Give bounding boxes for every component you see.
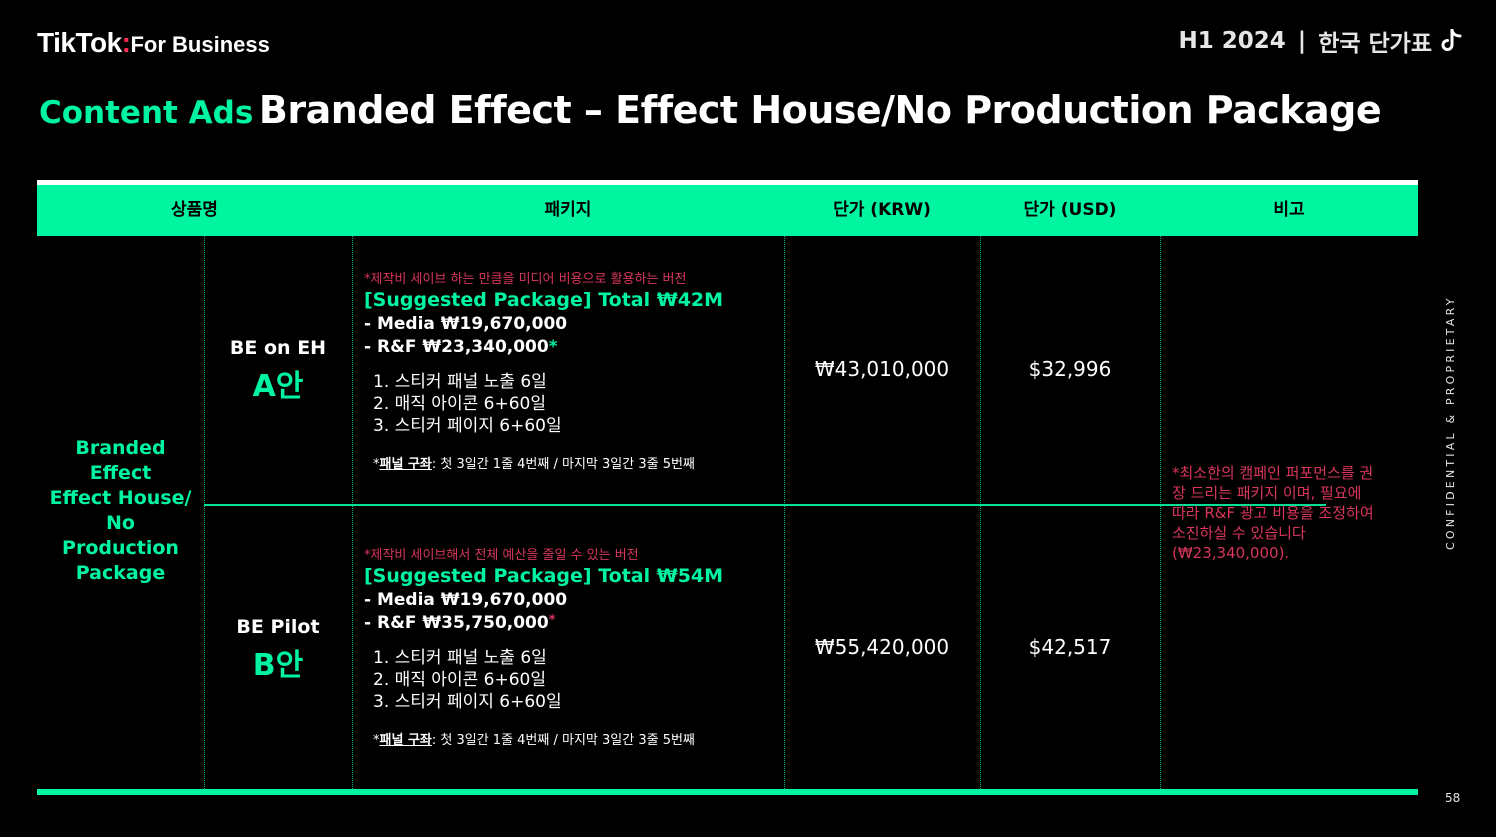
- doc-title: 한국 단가표: [1318, 31, 1432, 57]
- tiktok-for-business-logo: TikTok:For Business: [37, 27, 270, 58]
- package-a-details: *제작비 세이브 하는 만큼을 미디어 비용으로 활용하는 버전 [Sugges…: [364, 268, 723, 472]
- period: H1 2024: [1178, 28, 1286, 54]
- column-divider: [1160, 236, 1161, 789]
- price-krw-b: ₩55,420,000: [814, 635, 950, 659]
- header-remarks: 비고: [1273, 200, 1305, 220]
- confidential-label: CONFIDENTIAL & PROPRIETARY: [1444, 295, 1457, 550]
- media-cost: - Media ₩19,670,000: [364, 590, 568, 610]
- table-bottom-rule: [37, 789, 1418, 795]
- price-krw-a: ₩43,010,000: [814, 357, 950, 381]
- package-note: *제작비 세이브해서 전체 예산을 줄일 수 있는 버전: [364, 548, 639, 563]
- header-right: H1 2024 | 한국 단가표: [1179, 24, 1463, 58]
- rf-cost: - R&F ₩35,750,000*: [364, 613, 556, 633]
- list-item: 2. 매직 아이콘 6+60일: [373, 670, 546, 690]
- package-note: *제작비 세이브 하는 만큼을 미디어 비용으로 활용하는 버전: [364, 272, 687, 287]
- suggested-package: [Suggested Package] Total ₩54M: [364, 565, 724, 587]
- price-usd-a: $32,996: [1028, 357, 1112, 381]
- column-divider: [980, 236, 981, 789]
- package-items: 1. 스티커 패널 노출 6일 2. 매직 아이콘 6+60일 3. 스티커 페…: [364, 371, 723, 437]
- header-price-krw: 단가 (KRW): [833, 200, 931, 220]
- list-item: 2. 매직 아이콘 6+60일: [373, 394, 546, 414]
- package-a-name: BE on EH A안: [229, 337, 327, 404]
- column-divider: [784, 236, 785, 789]
- column-divider: [352, 236, 353, 789]
- page-title: Content Ads Branded Effect – Effect Hous…: [39, 88, 1382, 132]
- panel-slot-note: *패널 구좌: 첫 3일간 1줄 4번째 / 마지막 3일간 3줄 5번째: [373, 457, 695, 472]
- table-header: 상품명 패키지 단가 (KRW) 단가 (USD) 비고: [37, 185, 1418, 236]
- header-price-usd: 단가 (USD): [1023, 200, 1117, 220]
- header-package: 패키지: [544, 200, 592, 220]
- suggested-package: [Suggested Package] Total ₩42M: [364, 289, 724, 311]
- header-separator: |: [1297, 28, 1307, 54]
- price-usd-b: $42,517: [1028, 635, 1112, 659]
- price-table: 상품명 패키지 단가 (KRW) 단가 (USD) 비고 Branded Eff…: [37, 180, 1418, 795]
- rf-cost: - R&F ₩23,340,000*: [364, 337, 558, 357]
- product-name-cell: Branded Effect Effect House/ No Producti…: [49, 437, 192, 584]
- title-category: Content Ads: [39, 95, 254, 131]
- package-b-details: *제작비 세이브해서 전체 예산을 줄일 수 있는 버전 [Suggested …: [364, 544, 723, 748]
- list-item: 3. 스티커 페이지 6+60일: [373, 416, 562, 436]
- remarks-note: *최소한의 캠페인 퍼포먼스를 권 장 드리는 패키지 이며, 필요에 따라 R…: [1172, 464, 1374, 562]
- package-b-name: BE Pilot B안: [236, 616, 320, 683]
- header-product-name: 상품명: [171, 200, 218, 220]
- package-items: 1. 스티커 패널 노출 6일 2. 매직 아이콘 6+60일 3. 스티커 페…: [364, 647, 723, 713]
- media-cost: - Media ₩19,670,000: [364, 314, 568, 334]
- tiktok-note-icon: [1441, 29, 1462, 51]
- list-item: 3. 스티커 페이지 6+60일: [373, 692, 562, 712]
- list-item: 1. 스티커 패널 노출 6일: [373, 372, 547, 392]
- title-main: Branded Effect – Effect House/No Product…: [258, 88, 1382, 132]
- page-number: 58: [1445, 791, 1461, 805]
- column-divider: [204, 236, 205, 789]
- list-item: 1. 스티커 패널 노출 6일: [373, 648, 547, 668]
- table-top-rule: [37, 180, 1418, 185]
- row-divider: [204, 504, 1326, 506]
- panel-slot-note: *패널 구좌: 첫 3일간 1줄 4번째 / 마지막 3일간 3줄 5번째: [373, 733, 695, 748]
